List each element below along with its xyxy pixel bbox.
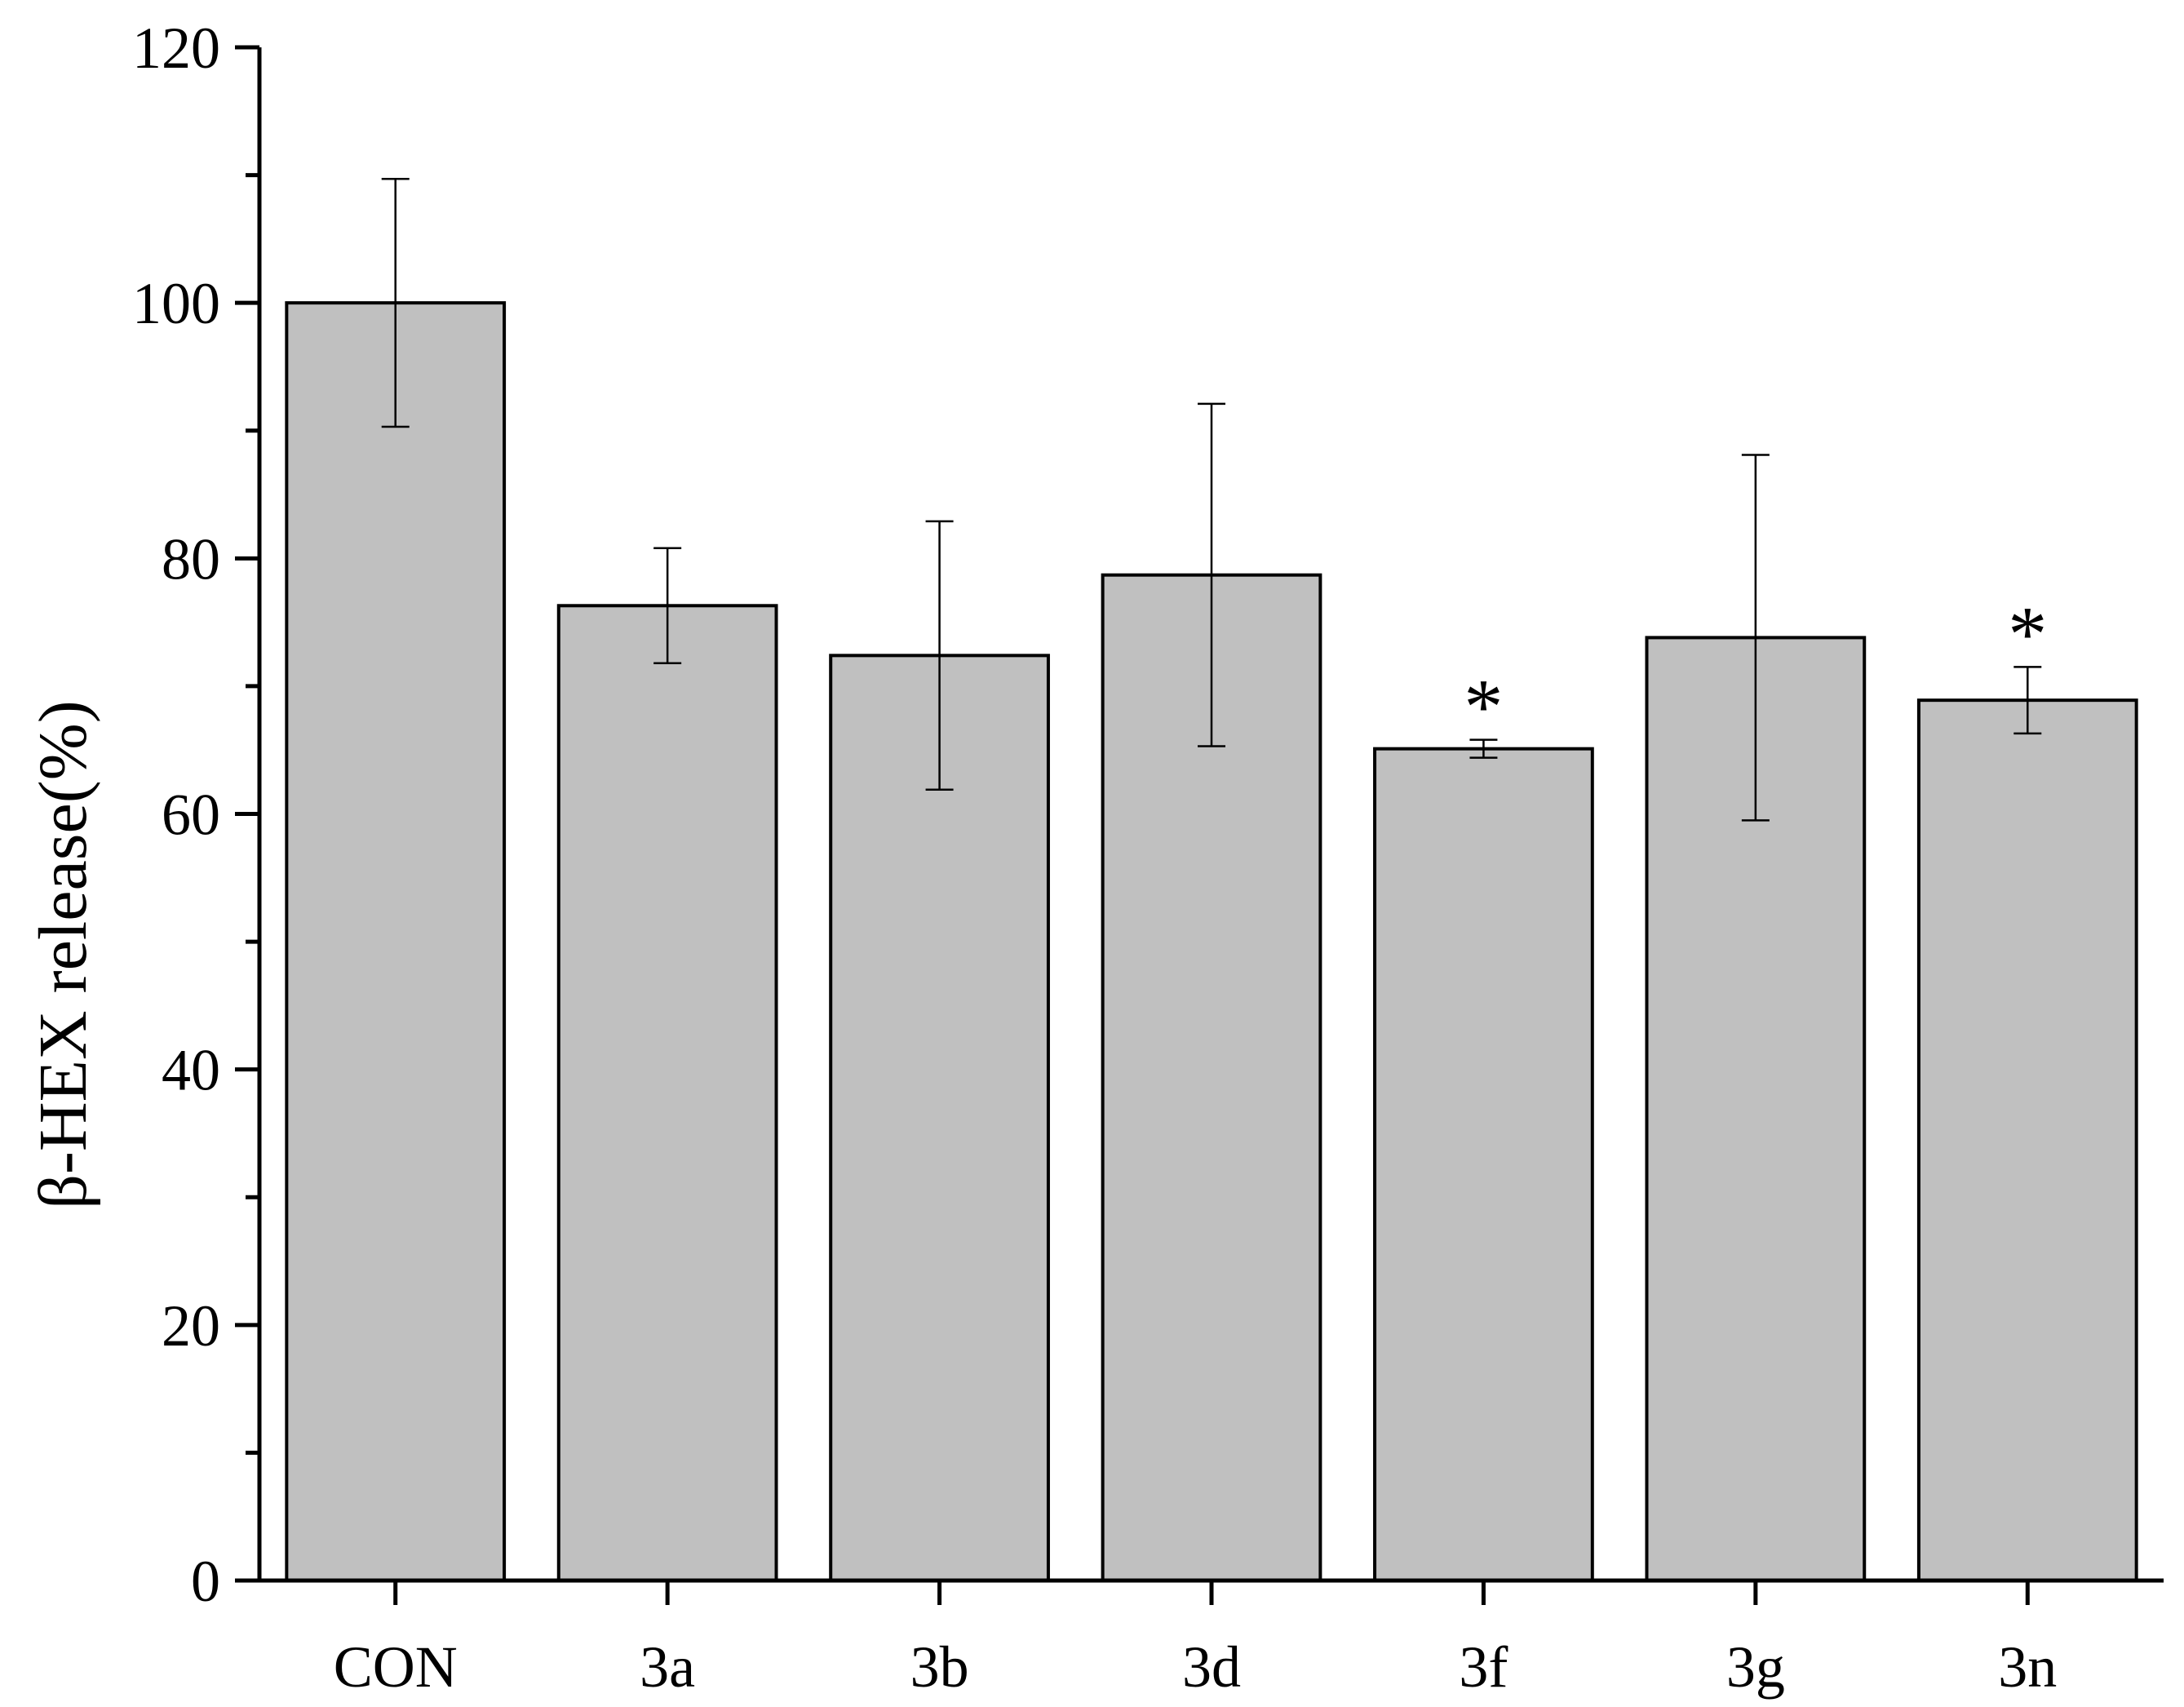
bar-CON <box>285 301 507 1583</box>
error-bar-3d <box>1198 402 1225 747</box>
significance-marker: * <box>2008 590 2047 677</box>
bar-3f <box>1373 747 1594 1582</box>
significance-marker: * <box>1464 663 1503 751</box>
y-tick-label: 60 <box>162 783 220 848</box>
x-tick-label: 3b <box>910 1634 969 1700</box>
x-ticks-layer: CON 3a 3b 3d 3f 3g 3n <box>334 1581 2057 1700</box>
y-axis-title: β-HEX release(%) <box>25 700 101 1208</box>
x-tick-label: 3d <box>1182 1634 1241 1700</box>
y-ticks-layer: 0 20 40 60 80 100 120 <box>132 16 259 1614</box>
y-tick-label: 0 <box>191 1549 220 1614</box>
annotations-layer: ** <box>1464 590 2047 750</box>
error-bar-3b <box>925 520 954 791</box>
bar-3n <box>1916 698 2138 1582</box>
x-tick-label: 3a <box>640 1634 695 1700</box>
error-bar-3n <box>2013 666 2042 735</box>
error-bar-3a <box>653 547 682 664</box>
y-tick-label: 40 <box>162 1038 220 1103</box>
x-tick-label: CON <box>334 1634 458 1700</box>
error-bar-CON <box>381 178 410 428</box>
bar-3a <box>556 604 778 1582</box>
x-tick-label: 3f <box>1459 1634 1508 1700</box>
bar-3b <box>829 654 1050 1582</box>
x-tick-label: 3g <box>1726 1634 1785 1700</box>
y-tick-label: 20 <box>162 1293 220 1359</box>
x-tick-label: 3n <box>1998 1634 2057 1700</box>
error-bar-3g <box>1741 454 1770 822</box>
error-bars-layer <box>381 178 2042 822</box>
y-tick-label: 100 <box>132 271 220 336</box>
error-bar-3f <box>1469 738 1498 759</box>
y-tick-label: 120 <box>132 16 220 81</box>
y-tick-label: 80 <box>162 526 220 592</box>
